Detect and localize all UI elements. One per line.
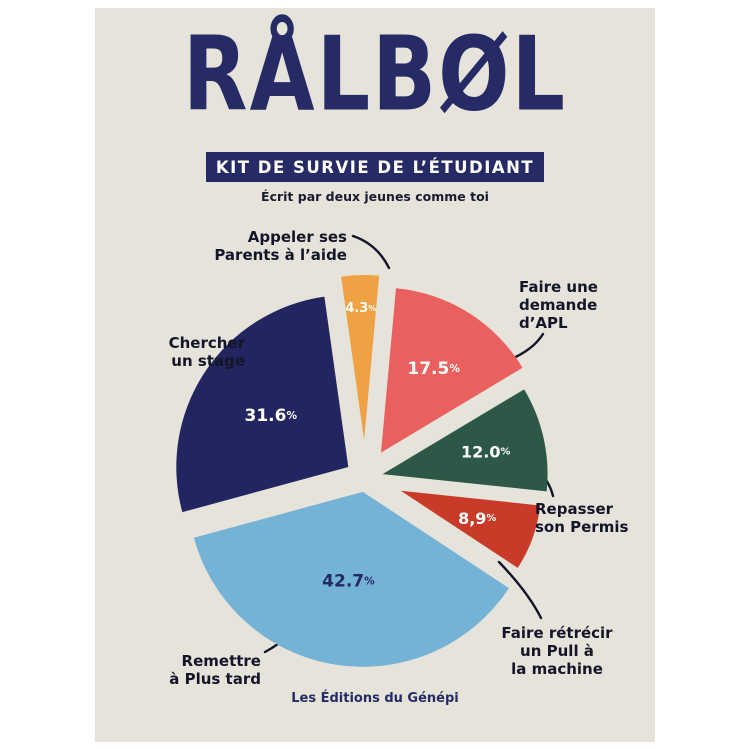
book-cover: RÅLBØL KIT DE SURVIE DE L’ÉTUDIANT Écrit… <box>95 8 655 742</box>
publisher-name: Les Éditions du Génépi <box>291 691 459 706</box>
callout-line <box>529 460 555 498</box>
callout-line <box>263 608 311 654</box>
pie-slice-5 <box>176 296 349 513</box>
callout-line <box>248 354 290 382</box>
callout-line <box>507 332 545 362</box>
pie-chart: 4.3% 17.5% 12.0% 8,9% 42.7% 31.6% <box>176 234 555 667</box>
callout-line <box>351 234 391 270</box>
chart-callouts: Appeler ses Parents à l’aide Faire une dema… <box>95 220 655 690</box>
slice-callout: Appeler ses Parents à l’aide <box>214 228 347 264</box>
pie-slice-3 <box>400 490 541 568</box>
pie-slice-4 <box>193 491 509 667</box>
subtitle-banner: KIT DE SURVIE DE L’ÉTUDIANT <box>206 152 544 182</box>
book-title: RÅLBØL <box>182 14 568 134</box>
pie-slice-1 <box>380 288 523 453</box>
slice-callout: Repasser son Permis <box>535 500 629 536</box>
pie-slice-value: 17.5% <box>407 359 460 379</box>
slice-callout: Faire rétrécir un Pull à la machine <box>501 624 613 678</box>
slice-callout: Remettre à Plus tard <box>169 652 261 688</box>
pie-slice-value: 8,9% <box>458 509 496 528</box>
pie-slice-value: 31.6% <box>244 406 297 426</box>
pie-slice-value: 4.3% <box>345 301 376 316</box>
pie-chart-area: 4.3% 17.5% 12.0% 8,9% 42.7% 31.6% Appeler ses… <box>95 220 655 690</box>
pie-slice-value: 42.7% <box>322 572 375 592</box>
callout-line <box>497 560 543 620</box>
slice-callout: Faire une demande d’APL <box>519 278 598 332</box>
tagline: Écrit par deux jeunes comme toi <box>261 189 489 204</box>
pie-slice-0 <box>341 275 380 441</box>
pie-slice-2 <box>382 389 548 492</box>
pie-slice-value: 12.0% <box>461 442 510 461</box>
slice-callout: Chercher un stage <box>168 334 245 370</box>
